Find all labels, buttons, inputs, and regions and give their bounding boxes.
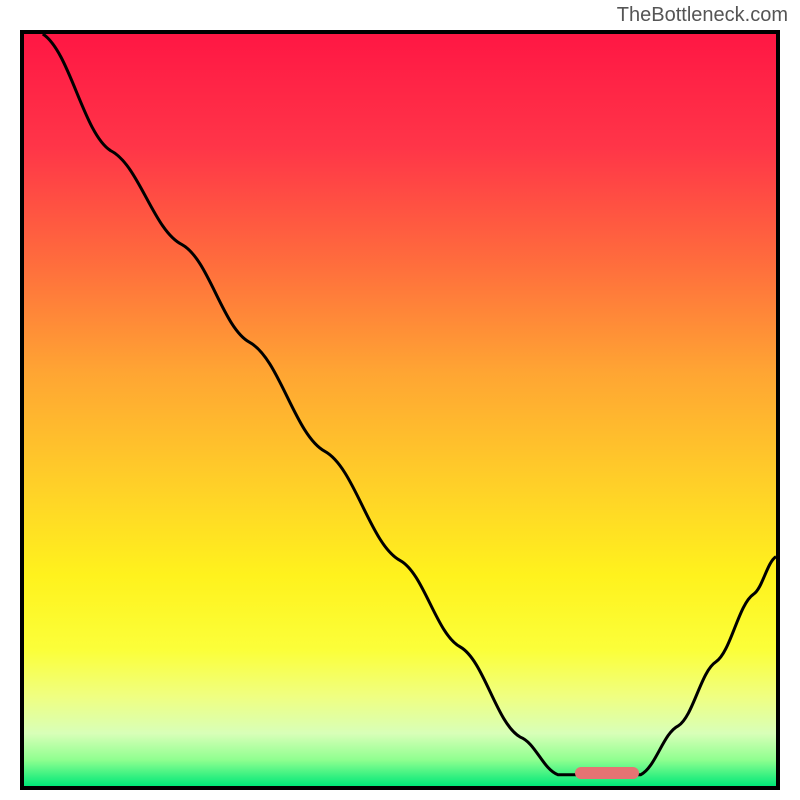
plot-area <box>20 30 780 790</box>
watermark-text: TheBottleneck.com <box>617 4 788 27</box>
optimal-marker <box>575 767 639 779</box>
chart-container <box>20 30 780 790</box>
bottleneck-curve <box>24 34 776 786</box>
